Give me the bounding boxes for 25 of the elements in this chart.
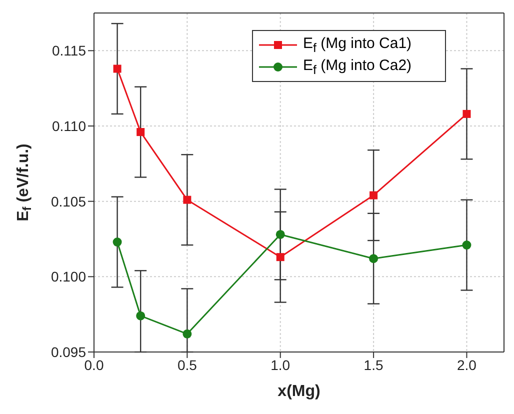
y-tick-label: 0.100 — [50, 268, 86, 285]
x-tick-label: 0.5 — [177, 356, 198, 373]
y-tick-label: 0.105 — [50, 193, 86, 210]
point — [462, 240, 472, 250]
x-tick-label: 1.0 — [270, 356, 290, 373]
point — [113, 64, 122, 73]
point — [136, 128, 145, 136]
y-tick-label: 0.110 — [52, 118, 86, 134]
point — [112, 238, 122, 247]
x-tick-label: 1.5 — [364, 356, 384, 373]
point — [276, 253, 284, 262]
point — [369, 254, 378, 264]
point — [136, 311, 146, 320]
point — [183, 196, 192, 204]
point — [276, 230, 285, 239]
legend-label: E$_{f}$ (Mg into Ca1) — [303, 35, 412, 55]
point — [370, 191, 378, 200]
x-tick-label: 0.0 — [84, 356, 104, 373]
x-axis-title: x(Mg) — [278, 383, 320, 400]
y-tick-label: 0.115 — [52, 42, 86, 59]
legend-label: E$_{f}$ (Mg into Ca2) — [303, 57, 412, 77]
x-tick-label: 2.0 — [456, 356, 477, 373]
y-tick-label: 0.095 — [50, 344, 86, 360]
point — [462, 110, 471, 118]
point — [182, 329, 192, 338]
